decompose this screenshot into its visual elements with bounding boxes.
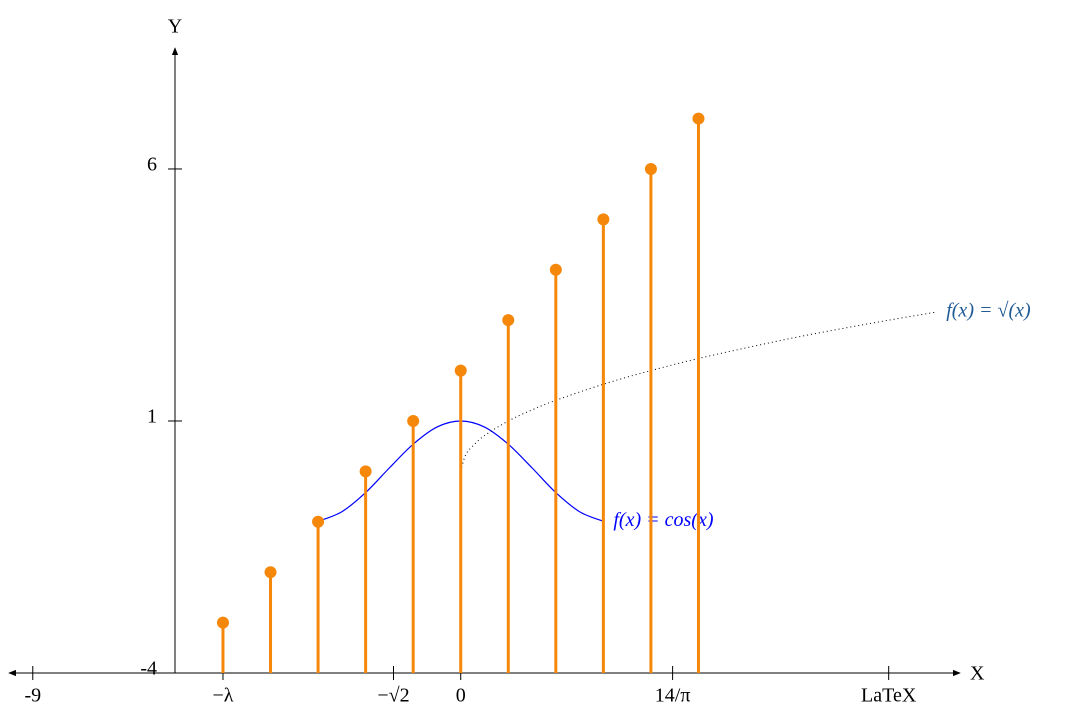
y-tick-label: 1	[147, 406, 157, 428]
stem-marker	[264, 566, 277, 579]
stem-marker	[692, 112, 705, 125]
stem-marker	[597, 213, 610, 226]
x-tick-label: LaTeX	[861, 685, 917, 707]
stem-marker	[407, 414, 420, 427]
stem-marker	[216, 616, 229, 629]
x-tick-label: −λ	[212, 685, 233, 707]
x-tick-label: 14/π	[655, 685, 691, 707]
curve-label: f(x) = cos(x)	[613, 509, 713, 531]
x-tick-label: 0	[456, 685, 466, 707]
curve-label: f(x) = √(x)	[946, 300, 1031, 322]
curve	[460, 311, 937, 472]
x-tick-label: -9	[24, 685, 41, 707]
y-axis-label: Y	[168, 16, 182, 38]
x-axis-label: X	[970, 663, 985, 685]
stem-marker	[454, 364, 467, 377]
y-tick-label: 6	[147, 154, 157, 176]
x-tick-label: −√2	[377, 685, 409, 707]
stem-marker	[502, 314, 515, 327]
stem-marker	[312, 515, 325, 528]
stem-marker	[549, 263, 562, 276]
stem-marker	[644, 162, 657, 175]
stem-marker	[359, 465, 372, 478]
y-tick-label: -4	[140, 658, 157, 680]
